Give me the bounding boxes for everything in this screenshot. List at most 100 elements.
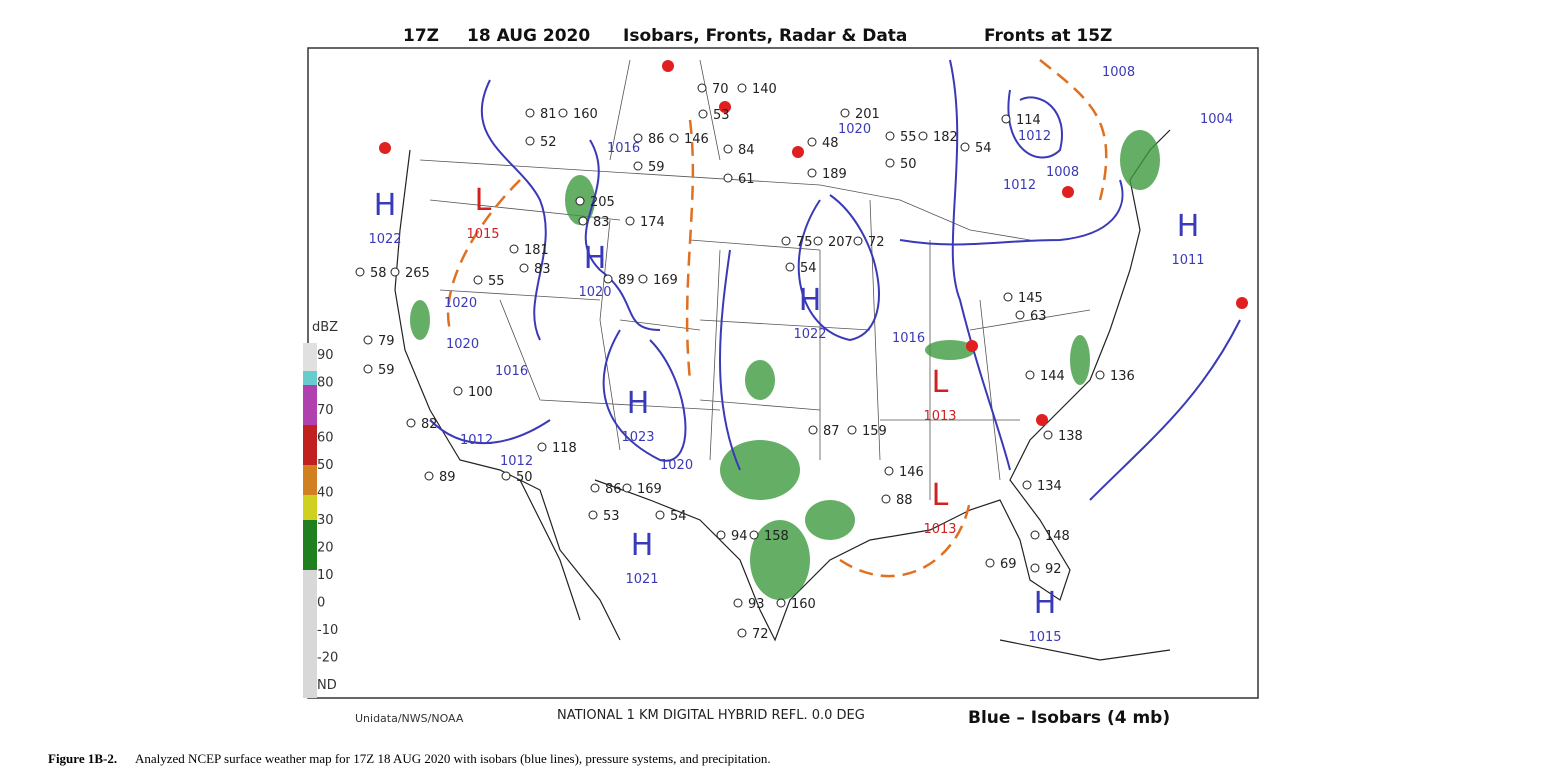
station-marker [558, 108, 568, 118]
station-value: 55 [488, 274, 505, 289]
station-marker [781, 236, 791, 246]
station-marker [1001, 114, 1011, 124]
state-borders [419, 59, 1091, 500]
station-marker [960, 142, 970, 152]
station-marker [1022, 480, 1032, 490]
fronts-time: Fronts at 15Z [984, 26, 1112, 46]
color-bar-label: 30 [317, 513, 334, 528]
station-marker [697, 83, 707, 93]
station-value: 265 [405, 266, 430, 281]
station-marker [509, 244, 519, 254]
station-marker [525, 136, 535, 146]
station-marker [723, 144, 733, 154]
isobar-label: 1016 [607, 141, 640, 156]
station-value: 82 [421, 417, 438, 432]
station-marker [884, 466, 894, 476]
station-value: 61 [738, 172, 755, 187]
system-symbol: H [1177, 209, 1200, 244]
map-date: 18 AUG 2020 [467, 26, 590, 46]
station-value: 181 [524, 243, 549, 258]
system-symbol: L [932, 365, 949, 400]
station-value: 83 [534, 262, 551, 277]
system-symbol: L [475, 183, 492, 218]
color-bar-label: 40 [317, 486, 334, 501]
station-marker [847, 425, 857, 435]
isobar-label: 1012 [1003, 178, 1036, 193]
isobar-label: 1016 [892, 331, 925, 346]
station-value: 75 [796, 235, 813, 250]
station-marker [633, 161, 643, 171]
station-marker [669, 133, 679, 143]
station-marker [749, 530, 759, 540]
color-bar-label: 50 [317, 458, 334, 473]
station-marker [885, 131, 895, 141]
system-pressure: 1013 [923, 522, 956, 537]
station-value: 53 [603, 509, 620, 524]
station-marker [737, 628, 747, 638]
system-symbol: H [627, 386, 650, 421]
station-marker [918, 131, 928, 141]
station-marker [453, 386, 463, 396]
station-marker [985, 558, 995, 568]
footer-source: Unidata/NWS/NOAA [355, 712, 464, 725]
station-marker [355, 267, 365, 277]
station-value: 70 [712, 82, 729, 97]
system-pressure: 1015 [1028, 630, 1061, 645]
system-pressure: 1013 [923, 409, 956, 424]
station-value: 140 [752, 82, 777, 97]
station-value: 169 [653, 273, 678, 288]
station-marker [525, 108, 535, 118]
station-marker [625, 216, 635, 226]
station-value: 201 [855, 107, 880, 122]
system-symbol: H [631, 528, 654, 563]
system-symbol: H [799, 283, 822, 318]
color-bar-label: 80 [317, 376, 334, 391]
caption-label: Figure 1B-2. [48, 751, 117, 766]
station-value: 158 [764, 529, 789, 544]
color-bar-label: 90 [317, 348, 334, 363]
station-value: 92 [1045, 562, 1062, 577]
station-marker [1015, 310, 1025, 320]
system-symbol: L [932, 478, 949, 513]
station-value: 146 [684, 132, 709, 147]
isobar-label: 1012 [460, 433, 493, 448]
station-value: 86 [648, 132, 665, 147]
station-marker [1025, 370, 1035, 380]
system-pressure: 1022 [368, 232, 401, 247]
station-marker [1095, 370, 1105, 380]
station-value: 114 [1016, 113, 1041, 128]
station-marker [638, 274, 648, 284]
footer-legend: Blue – Isobars (4 mb) [968, 708, 1170, 728]
station-value: 59 [648, 160, 665, 175]
station-value: 52 [540, 135, 557, 150]
station-value: 205 [590, 195, 615, 210]
station-marker [501, 471, 511, 481]
isobar-label: 1020 [446, 337, 479, 352]
station-value: 138 [1058, 429, 1083, 444]
isobar-label: 1004 [1200, 112, 1233, 127]
station-value: 50 [900, 157, 917, 172]
station-value: 118 [552, 441, 577, 456]
station-marker [881, 494, 891, 504]
station-value: 145 [1018, 291, 1043, 306]
station-value: 87 [823, 424, 840, 439]
station-marker [588, 510, 598, 520]
isobar-label: 1008 [1046, 165, 1079, 180]
warm-fronts [379, 60, 1248, 426]
station-marker [537, 442, 547, 452]
station-value: 89 [618, 273, 635, 288]
system-pressure: 1020 [578, 285, 611, 300]
station-value: 94 [731, 529, 748, 544]
station-value: 59 [378, 363, 395, 378]
station-marker [1030, 530, 1040, 540]
troughs [446, 59, 1108, 578]
station-value: 100 [468, 385, 493, 400]
station-value: 136 [1110, 369, 1135, 384]
station-value: 89 [439, 470, 456, 485]
color-bar-label: 60 [317, 431, 334, 446]
station-value: 207 [828, 235, 853, 250]
station-value: 148 [1045, 529, 1070, 544]
station-value: 53 [713, 108, 730, 123]
station-marker [853, 236, 863, 246]
station-marker [519, 263, 529, 273]
